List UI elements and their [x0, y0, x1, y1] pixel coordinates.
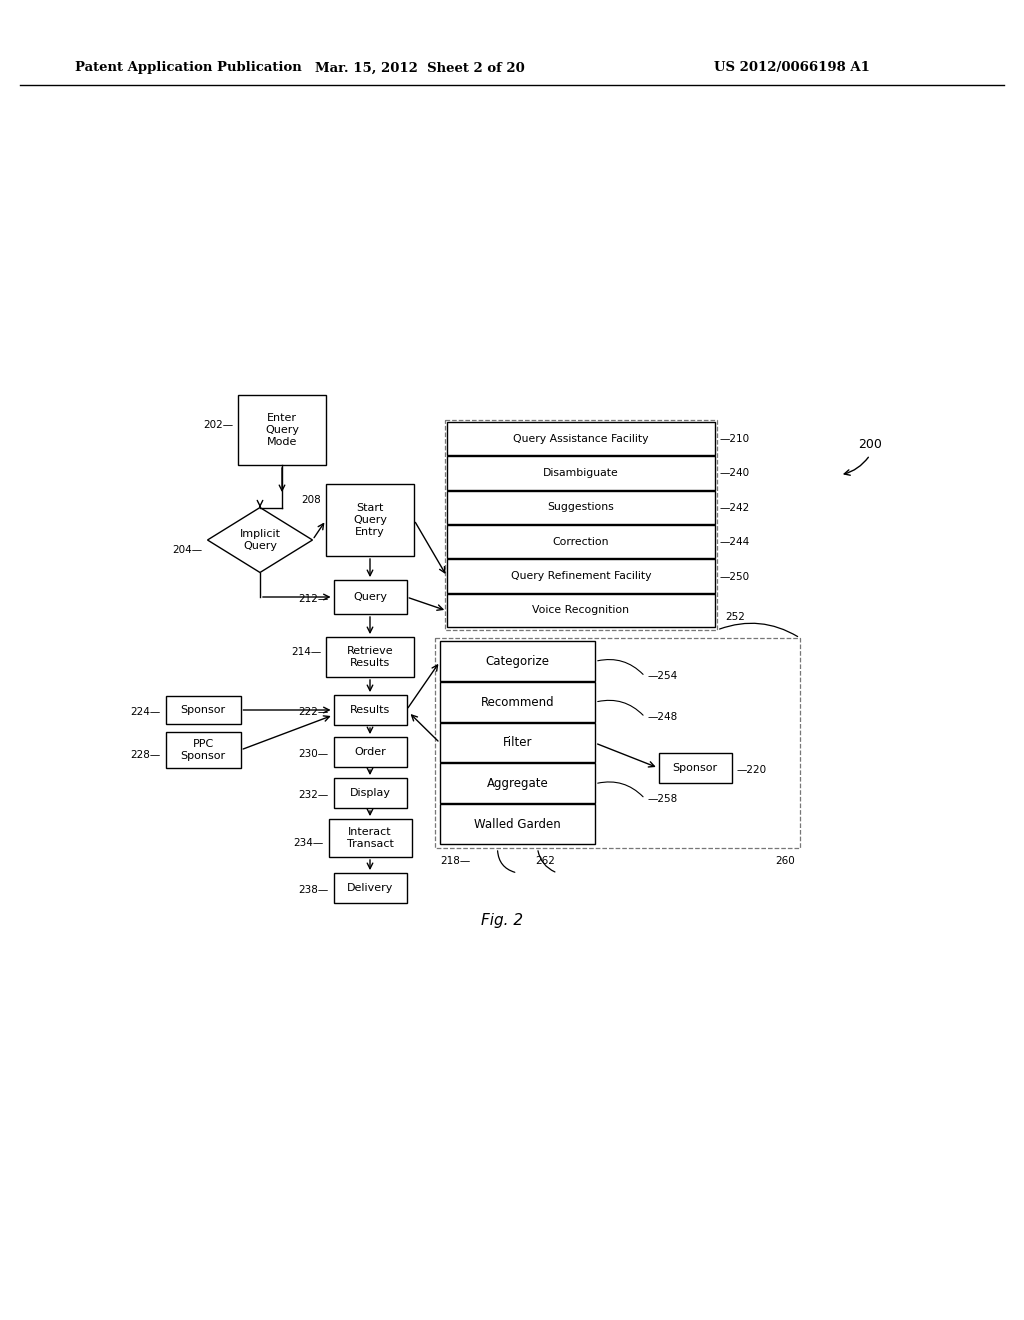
FancyArrowPatch shape [498, 851, 515, 873]
Text: Patent Application Publication: Patent Application Publication [75, 62, 302, 74]
Bar [440, 682, 595, 722]
Text: US 2012/0066198 A1: US 2012/0066198 A1 [714, 62, 870, 74]
Text: Disambiguate: Disambiguate [543, 469, 618, 478]
Bar [447, 457, 715, 490]
Text: 252: 252 [725, 612, 744, 622]
Text: 222—: 222— [298, 708, 329, 717]
Text: —254: —254 [647, 672, 677, 681]
Bar [334, 696, 407, 725]
Text: Voice Recognition: Voice Recognition [532, 606, 630, 615]
Text: —250: —250 [720, 572, 751, 582]
Bar [447, 560, 715, 593]
Text: Sponsor: Sponsor [180, 705, 225, 715]
Text: Order: Order [354, 747, 386, 756]
Bar [334, 579, 407, 614]
Text: Query: Query [353, 591, 387, 602]
Text: Implicit
Query: Implicit Query [240, 529, 281, 550]
Bar [238, 395, 326, 465]
Text: Retrieve
Results: Retrieve Results [347, 647, 393, 668]
Bar [440, 642, 595, 681]
Text: —244: —244 [720, 537, 751, 548]
Text: 208: 208 [301, 495, 321, 506]
Text: Sponsor: Sponsor [673, 763, 718, 774]
Text: Filter: Filter [503, 737, 532, 750]
Text: Interact
Transact: Interact Transact [346, 828, 393, 849]
Text: —240: —240 [720, 469, 751, 479]
Text: 232—: 232— [298, 789, 329, 800]
Text: Fig. 2: Fig. 2 [481, 912, 523, 928]
Text: Categorize: Categorize [485, 655, 550, 668]
Text: 238—: 238— [298, 884, 329, 895]
Text: 218—: 218— [440, 855, 470, 866]
Text: —210: —210 [720, 434, 751, 444]
Text: 204—: 204— [172, 545, 203, 554]
Text: 260: 260 [775, 855, 795, 866]
Text: Start
Query
Entry: Start Query Entry [353, 503, 387, 537]
Bar [447, 594, 715, 627]
Bar [334, 737, 407, 767]
Text: 234—: 234— [293, 838, 324, 847]
Bar [445, 420, 717, 630]
Text: Walled Garden: Walled Garden [474, 818, 561, 832]
Text: 214—: 214— [291, 647, 321, 657]
FancyArrowPatch shape [538, 850, 555, 873]
Text: —248: —248 [647, 713, 677, 722]
Text: 224—: 224— [130, 708, 161, 717]
Text: Enter
Query
Mode: Enter Query Mode [265, 413, 299, 446]
Text: 212—: 212— [298, 594, 329, 605]
Text: Delivery: Delivery [347, 883, 393, 894]
Text: Mar. 15, 2012  Sheet 2 of 20: Mar. 15, 2012 Sheet 2 of 20 [315, 62, 525, 74]
Bar [326, 484, 414, 556]
FancyArrowPatch shape [720, 623, 798, 636]
Bar [447, 525, 715, 558]
Bar [440, 722, 595, 763]
Text: Query Assistance Facility: Query Assistance Facility [513, 434, 649, 444]
Text: PPC
Sponsor: PPC Sponsor [180, 739, 225, 760]
Text: —242: —242 [720, 503, 751, 513]
Text: 228—: 228— [130, 750, 161, 760]
Text: —220: —220 [736, 766, 767, 775]
Bar [658, 752, 731, 783]
Text: Correction: Correction [553, 537, 609, 546]
Text: Results: Results [350, 705, 390, 715]
Text: Display: Display [349, 788, 390, 799]
Bar [326, 638, 414, 677]
Bar [334, 873, 407, 903]
Text: Query Refinement Facility: Query Refinement Facility [511, 572, 651, 581]
FancyArrowPatch shape [598, 701, 643, 715]
Bar [440, 804, 595, 843]
Text: Recommend: Recommend [480, 696, 554, 709]
Text: Aggregate: Aggregate [486, 777, 549, 791]
Text: 262: 262 [535, 855, 555, 866]
Bar [435, 638, 800, 847]
FancyArrowPatch shape [844, 457, 868, 475]
FancyArrowPatch shape [598, 781, 643, 797]
Bar [334, 777, 407, 808]
Text: 200: 200 [858, 438, 882, 451]
Bar [440, 763, 595, 803]
Bar [166, 733, 241, 768]
Bar [447, 422, 715, 455]
Text: 230—: 230— [298, 748, 329, 759]
Bar [447, 491, 715, 524]
Text: 202—: 202— [203, 420, 233, 430]
Text: Suggestions: Suggestions [548, 503, 614, 512]
Polygon shape [208, 507, 312, 573]
Text: —258: —258 [647, 793, 677, 804]
FancyArrowPatch shape [598, 660, 643, 675]
Bar [329, 818, 412, 857]
Bar [166, 696, 241, 723]
